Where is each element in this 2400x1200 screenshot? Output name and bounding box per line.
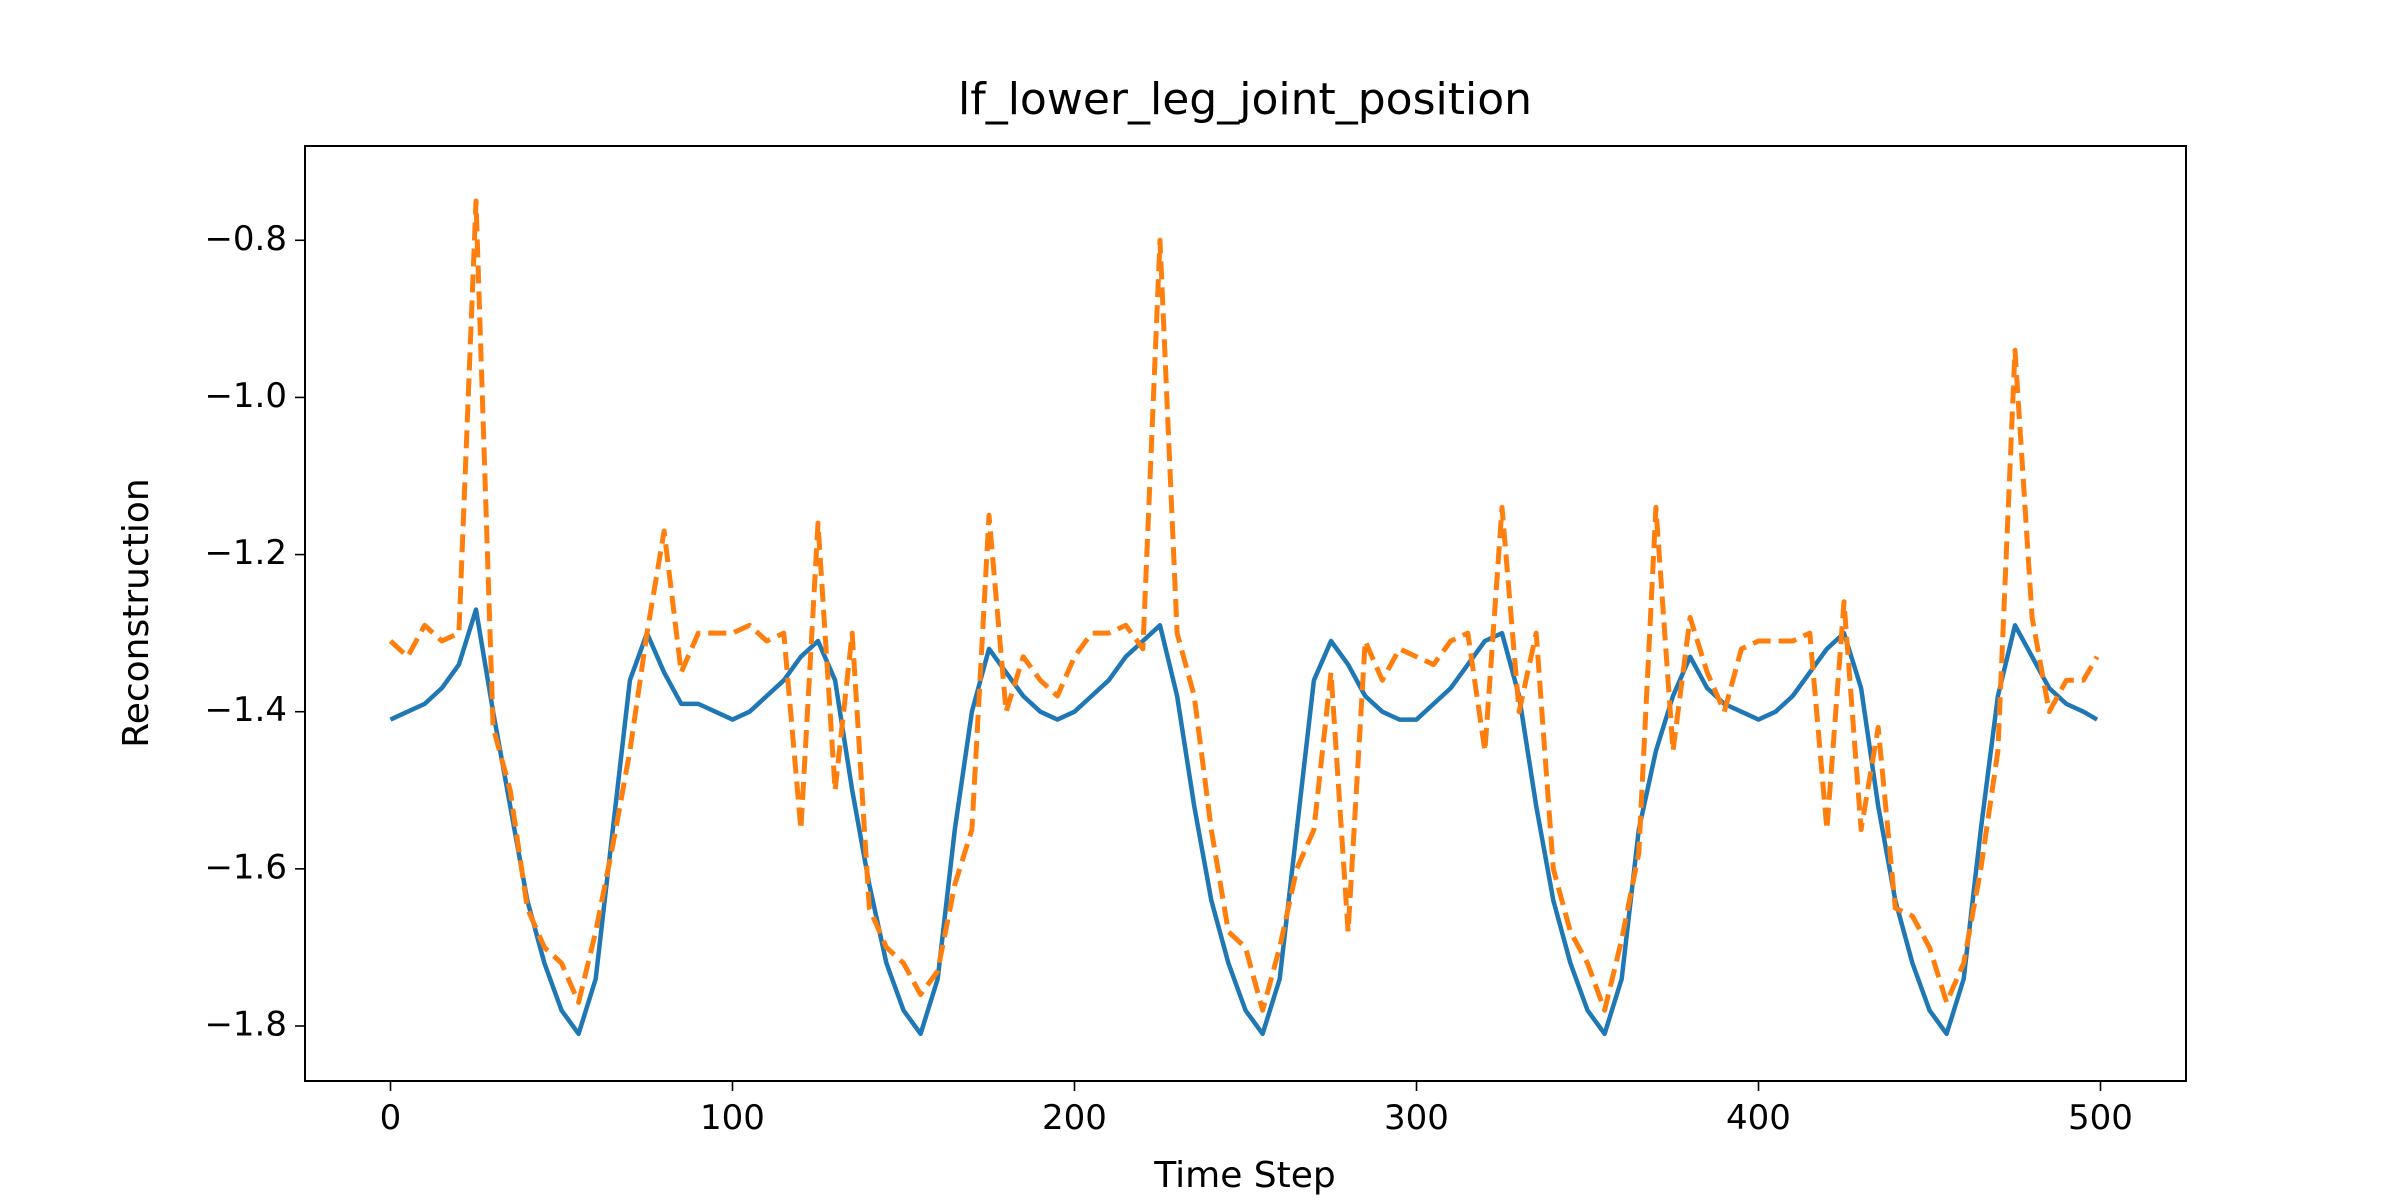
series-line [388,198,2100,1013]
y-tick-label: −0.8 [204,219,287,259]
x-tick-label: 0 [380,1098,402,1138]
x-tick-label: 200 [1042,1098,1107,1138]
y-tick-label: −1.8 [204,1005,287,1045]
y-tick-label: −1.6 [204,847,287,887]
x-tick-label: 500 [2068,1098,2133,1138]
y-tick-label: −1.2 [204,533,287,573]
x-axis-label: Time Step [1153,1155,1336,1196]
plot-frame [304,145,2187,1082]
x-tick-label: 100 [700,1098,765,1138]
y-tick-label: −1.0 [204,376,287,416]
series-line [389,607,2099,1037]
chart-title: lf_lower_leg_joint_position [958,74,1532,125]
x-tick-label: 400 [1726,1098,1791,1138]
y-axis-label: Reconstruction [116,478,157,747]
x-tick-label: 300 [1384,1098,1449,1138]
y-tick-label: −1.4 [204,690,287,730]
